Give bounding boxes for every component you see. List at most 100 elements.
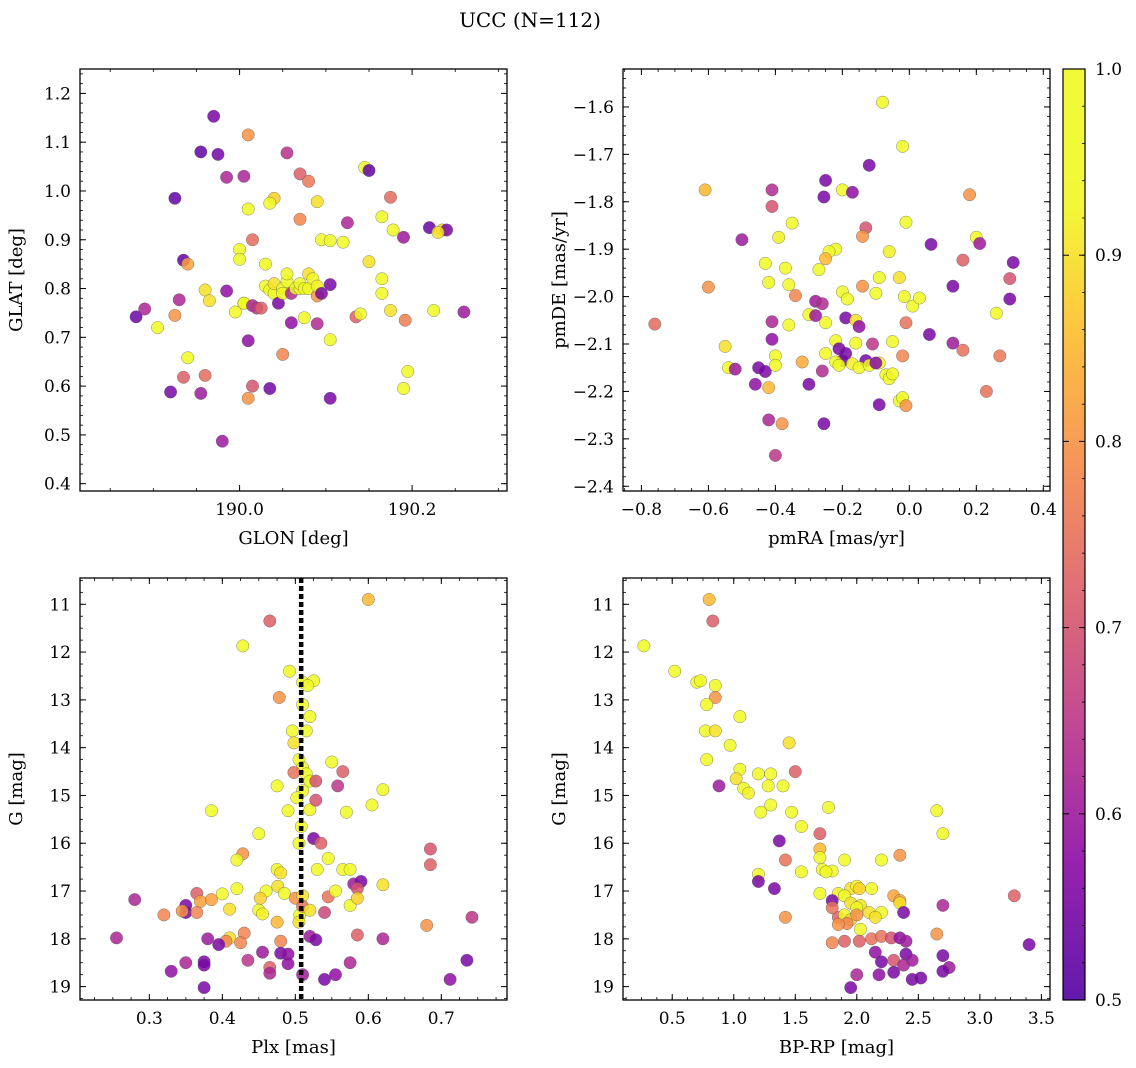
y-tick-label: −1.8 [573, 193, 614, 213]
data-point [758, 365, 772, 378]
data-point [351, 891, 364, 905]
data-point [211, 148, 225, 161]
x-tick-label: −0.8 [621, 500, 662, 520]
data-point [769, 358, 782, 372]
y-axis-label: GLAT [deg] [6, 228, 27, 332]
subplot-p4: 0.5 1.0 1.5 2.0 2.5 3.0 3.5 11 12 13 14 15 16 17 18 19 B… [549, 577, 1055, 1058]
data-point [168, 309, 182, 322]
data-point [841, 292, 854, 306]
data-point [868, 945, 882, 959]
data-point [329, 884, 342, 898]
data-point [752, 767, 765, 781]
x-tick-label: −0.2 [822, 500, 863, 520]
data-point [936, 964, 950, 978]
data-point [241, 953, 255, 967]
data-point [768, 882, 781, 895]
data-point [354, 307, 367, 321]
data-point [220, 284, 233, 298]
x-tick-label: 190.2 [388, 500, 437, 520]
data-point [297, 311, 311, 325]
data-point [819, 252, 832, 266]
data-point [802, 377, 816, 391]
data-point [852, 882, 866, 895]
data-point [869, 356, 883, 370]
x-tick-label: 0.0 [896, 500, 923, 520]
data-point [718, 340, 732, 353]
data-point [872, 398, 886, 412]
data-point [733, 710, 747, 723]
y-tick-label: 14 [592, 739, 614, 759]
y-tick-label: 17 [49, 882, 71, 902]
data-point [963, 188, 976, 202]
y-tick-label: 19 [49, 978, 71, 998]
colorbar-tick-label: 0.6 [1095, 805, 1122, 825]
data-point [899, 215, 913, 229]
axes-frame [622, 577, 1051, 1001]
data-point [762, 276, 776, 289]
data-point [815, 364, 829, 378]
data-point [194, 145, 208, 159]
data-point [752, 875, 765, 888]
y-tick-label: 18 [49, 930, 71, 950]
data-point [309, 774, 323, 788]
data-point [234, 936, 247, 950]
data-point [201, 932, 215, 946]
data-point [376, 783, 390, 797]
data-point [263, 382, 277, 395]
data-point [246, 233, 259, 247]
data-point [875, 853, 888, 867]
data-point [868, 910, 882, 924]
data-point [772, 834, 786, 848]
data-point [272, 691, 286, 704]
data-point [207, 109, 221, 123]
data-point [899, 934, 913, 948]
data-point [896, 349, 909, 363]
data-point [990, 306, 1003, 320]
data-point [365, 798, 379, 812]
data-point [321, 852, 335, 865]
data-point [398, 313, 412, 327]
data-point [914, 971, 928, 985]
data-point [236, 639, 250, 653]
data-point [315, 287, 328, 300]
plot-area: 190.0 190.20.40.50.60.70.80.91.01.11.2GLO… [6, 68, 1057, 1058]
data-point [765, 183, 779, 197]
x-tick-label: 0.2 [963, 500, 990, 520]
data-point [241, 128, 255, 142]
data-point [973, 237, 987, 250]
data-point [281, 804, 295, 818]
y-tick-label: 12 [592, 643, 614, 663]
data-point [293, 212, 307, 226]
data-point [194, 895, 207, 908]
data-point [256, 945, 269, 959]
data-point [775, 417, 789, 431]
y-tick-label: 1.1 [44, 133, 71, 153]
data-point [241, 391, 255, 405]
x-tick-label: 0.7 [428, 1009, 455, 1029]
data-point [765, 315, 779, 329]
data-point [343, 956, 357, 970]
colorbar-tick-label: 0.7 [1095, 619, 1122, 639]
y-tick-label: 14 [49, 739, 71, 759]
data-point [712, 779, 726, 793]
data-point [270, 779, 284, 793]
y-tick-label: 0.7 [44, 328, 71, 348]
data-point [930, 927, 944, 941]
data-point [259, 257, 272, 271]
x-tick-label: 0.3 [136, 1009, 163, 1029]
data-point [785, 805, 798, 819]
data-point [887, 965, 901, 979]
data-point [220, 170, 233, 184]
data-point [375, 287, 389, 300]
data-point [872, 968, 886, 982]
data-point [762, 381, 776, 394]
data-point [397, 230, 410, 244]
data-point [278, 887, 291, 900]
data-point [128, 893, 142, 906]
x-tick-label: 0.4 [209, 1009, 236, 1029]
data-point [110, 931, 123, 945]
data-point [754, 805, 768, 819]
data-point [668, 664, 682, 678]
data-point [819, 865, 833, 879]
